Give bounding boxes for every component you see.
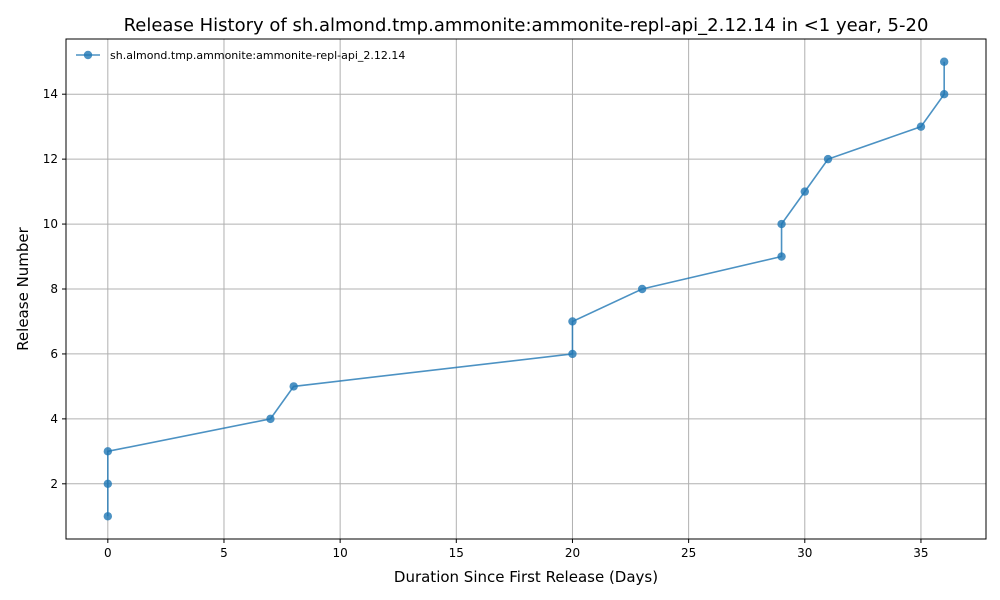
y-tick-label: 4 [50,412,58,426]
data-point [568,317,577,326]
data-point [568,349,577,359]
x-axis-label: Duration Since First Release (Days) [394,568,658,586]
legend-series-label: sh.almond.tmp.ammonite:ammonite-repl-api… [110,49,405,62]
legend: sh.almond.tmp.ammonite:ammonite-repl-api… [76,49,405,62]
x-tick-label: 25 [681,546,696,560]
x-tick-label: 35 [913,546,928,560]
x-tick-label: 10 [333,546,348,560]
x-tick-label: 20 [565,546,580,560]
data-point [939,57,949,66]
data-point [103,512,113,521]
x-tick-label: 15 [449,546,464,560]
y-tick-label: 6 [50,347,58,361]
y-tick-label: 8 [50,282,58,296]
data-point [823,154,833,164]
data-point [103,479,113,489]
y-tick-label: 12 [43,152,58,166]
x-tick-label: 0 [104,546,112,560]
y-tick-label: 10 [43,217,58,231]
y-tick-label: 14 [43,87,58,101]
y-axis-label: Release Number [14,226,32,350]
data-point [103,447,113,456]
data-point [939,89,949,99]
data-point [777,219,786,229]
y-tick-label: 2 [50,477,58,491]
chart-title: Release History of sh.almond.tmp.ammonit… [124,15,929,36]
x-tick-label: 5 [220,546,228,560]
axis-ticks: 0 5 10 15 20 25 30 35 2 4 6 8 10 12 14 [43,87,929,560]
data-point [916,122,926,131]
legend-marker-swatch [83,50,93,60]
data-point [289,382,298,391]
data-point [637,284,647,294]
data-point [777,252,786,261]
data-point [800,187,809,196]
series-line-group [103,57,949,521]
data-point [266,414,275,424]
grid-lines [66,39,986,539]
plot-frame [65,38,987,540]
x-tick-label: 30 [797,546,812,560]
